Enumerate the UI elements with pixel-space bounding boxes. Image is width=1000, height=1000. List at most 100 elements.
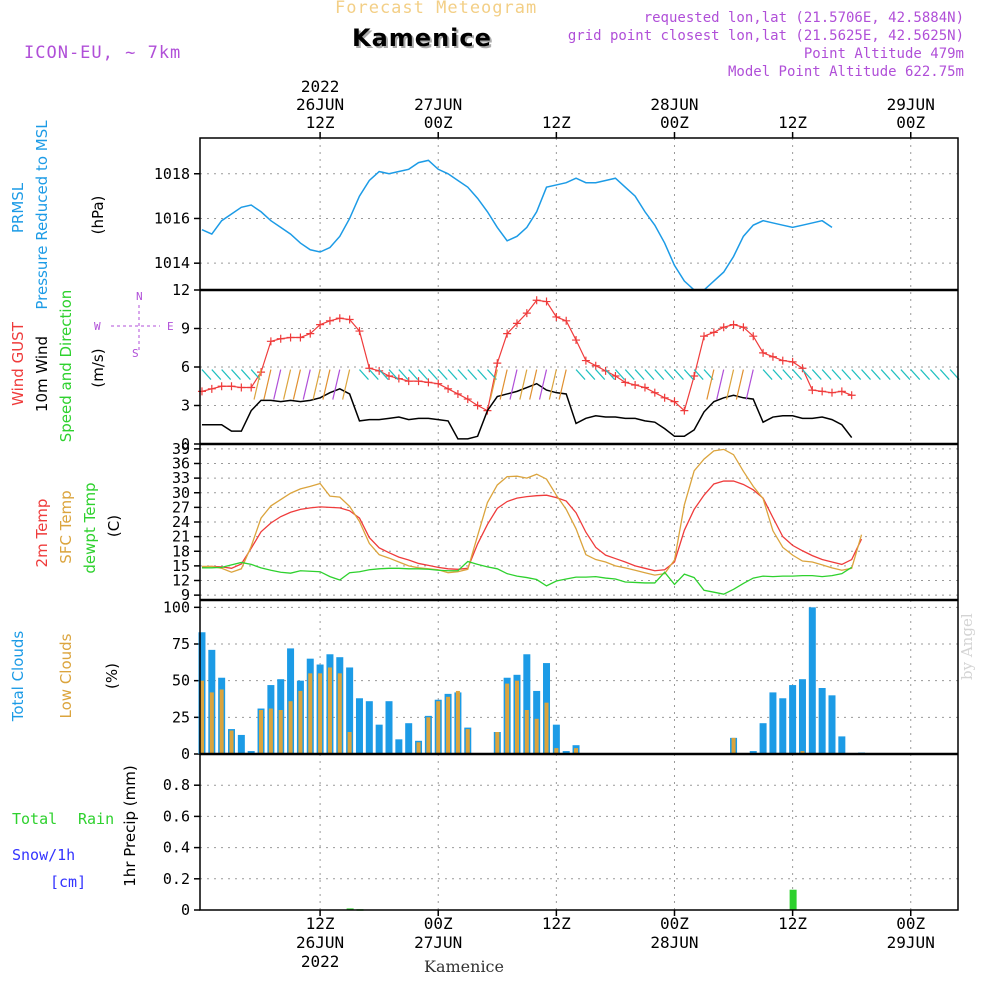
gust-marker [325, 316, 334, 325]
wind-direction-arrow [332, 369, 341, 400]
wind-direction-arrow [939, 369, 950, 380]
rain-bar [789, 889, 797, 910]
gust-marker [631, 380, 640, 389]
wind-direction-arrow [624, 369, 635, 380]
plot-frame [199, 137, 959, 911]
total-cloud-bar [769, 692, 777, 754]
y-tick-label: 0 [181, 745, 190, 763]
legend-total: Total [12, 810, 58, 828]
x-top-hour: 00Z [896, 113, 925, 132]
wind-direction-arrow [273, 369, 282, 400]
dir-n: N [136, 290, 143, 303]
total-cloud-bar [808, 607, 816, 754]
wind-direction-arrow [548, 369, 557, 400]
y-tick-label: 39 [172, 440, 190, 458]
gust-marker [709, 328, 718, 337]
wind-direction-arrow [792, 369, 803, 380]
gust-marker [739, 323, 748, 332]
low-cloud-bar [446, 696, 451, 754]
total-cloud-bar [562, 751, 570, 754]
gust-marker [680, 406, 689, 415]
x-bottom-hour: 00Z [424, 914, 453, 933]
wind-direction-arrow [427, 369, 438, 380]
wind-direction-arrow [240, 369, 251, 380]
gust-marker [503, 329, 512, 338]
low-cloud-bar [298, 690, 303, 754]
wind-direction-arrow [447, 369, 458, 380]
y-tick-label: 33 [172, 469, 190, 487]
low-cloud-bar [337, 673, 342, 754]
wind-direction-arrow [292, 369, 301, 400]
wind-direction-arrow [408, 369, 419, 380]
wind-direction-arrow [585, 369, 596, 380]
wind-direction-arrow [811, 369, 822, 380]
wind-direction-arrow [802, 369, 812, 380]
total-cloud-bar [552, 724, 560, 754]
total-cloud-bar [759, 723, 767, 754]
wind-direction-arrow [634, 369, 645, 380]
wind-direction-arrow [851, 369, 862, 380]
wind-direction-arrow [910, 369, 921, 380]
total-cloud-bar [346, 667, 354, 754]
wind-direction-arrow [735, 369, 744, 400]
x-bottom-hour: 00Z [660, 914, 689, 933]
x-bottom-date: 26JUN [296, 933, 344, 952]
y-tick-label: 75 [172, 635, 190, 653]
gust-marker [473, 401, 482, 410]
gust-marker [227, 382, 236, 391]
y-tick-label: 21 [172, 528, 190, 546]
wind-direction-arrow [302, 369, 311, 400]
wind-direction-arrow [253, 369, 262, 400]
gust-marker [700, 332, 709, 341]
wind-direction-arrow [558, 369, 567, 400]
wind-direction-arrow [745, 369, 754, 400]
low-cloud-bar [495, 732, 500, 754]
gust-marker [798, 364, 807, 373]
low-cloud-bar [524, 710, 529, 754]
gust-marker [660, 393, 669, 402]
wind-direction-arrow [716, 369, 725, 400]
dir-w: W [94, 320, 101, 333]
x-top-date: 28JUN [650, 95, 698, 114]
wind-direction-arrow [489, 369, 498, 400]
low-cloud-bar [436, 701, 441, 754]
gust-marker [296, 333, 305, 342]
x-top-date: 27JUN [414, 95, 462, 114]
low-cloud-bar [574, 748, 579, 754]
wind-direction-arrow [467, 369, 478, 380]
low-cloud-bar [308, 673, 313, 754]
gust-marker [316, 320, 325, 329]
gust-marker [375, 366, 384, 375]
total-cloud-bar [523, 654, 531, 754]
gust-marker [404, 377, 413, 386]
y-tick-label: 30 [172, 484, 190, 502]
wind-direction-arrow [538, 369, 548, 400]
wind-direction-arrow [477, 369, 488, 380]
total-cloud-bar [818, 688, 826, 754]
gust-marker [276, 334, 285, 343]
wind-direction-arrow [368, 369, 379, 380]
low-cloud-bar [554, 748, 559, 754]
y-tick-label: 50 [172, 672, 190, 690]
wind-direction-arrow [605, 369, 616, 380]
gust-marker [542, 297, 551, 306]
gust-marker [207, 384, 216, 393]
total-cloud-bar [838, 736, 846, 754]
gust-marker [453, 389, 462, 398]
gust-marker [512, 319, 521, 328]
gust-marker [591, 361, 600, 370]
x-top-year: 2022 [301, 77, 340, 96]
gust-marker [818, 387, 827, 396]
wind-direction-arrow [782, 369, 793, 380]
gust-marker [355, 327, 364, 336]
point-altitude: Point Altitude 479m [803, 46, 964, 62]
low-cloud-bar [268, 708, 273, 754]
wind-direction-arrow [312, 369, 321, 400]
wind-direction-arrow [388, 369, 399, 380]
wind-direction-arrow [664, 369, 675, 380]
dir-legend-cross [111, 305, 160, 350]
low-cloud-bar [416, 742, 421, 754]
x-bottom-date: 28JUN [650, 933, 698, 952]
y-tick-label: 1016 [154, 209, 190, 227]
y-tick-label: 0.6 [163, 807, 190, 825]
